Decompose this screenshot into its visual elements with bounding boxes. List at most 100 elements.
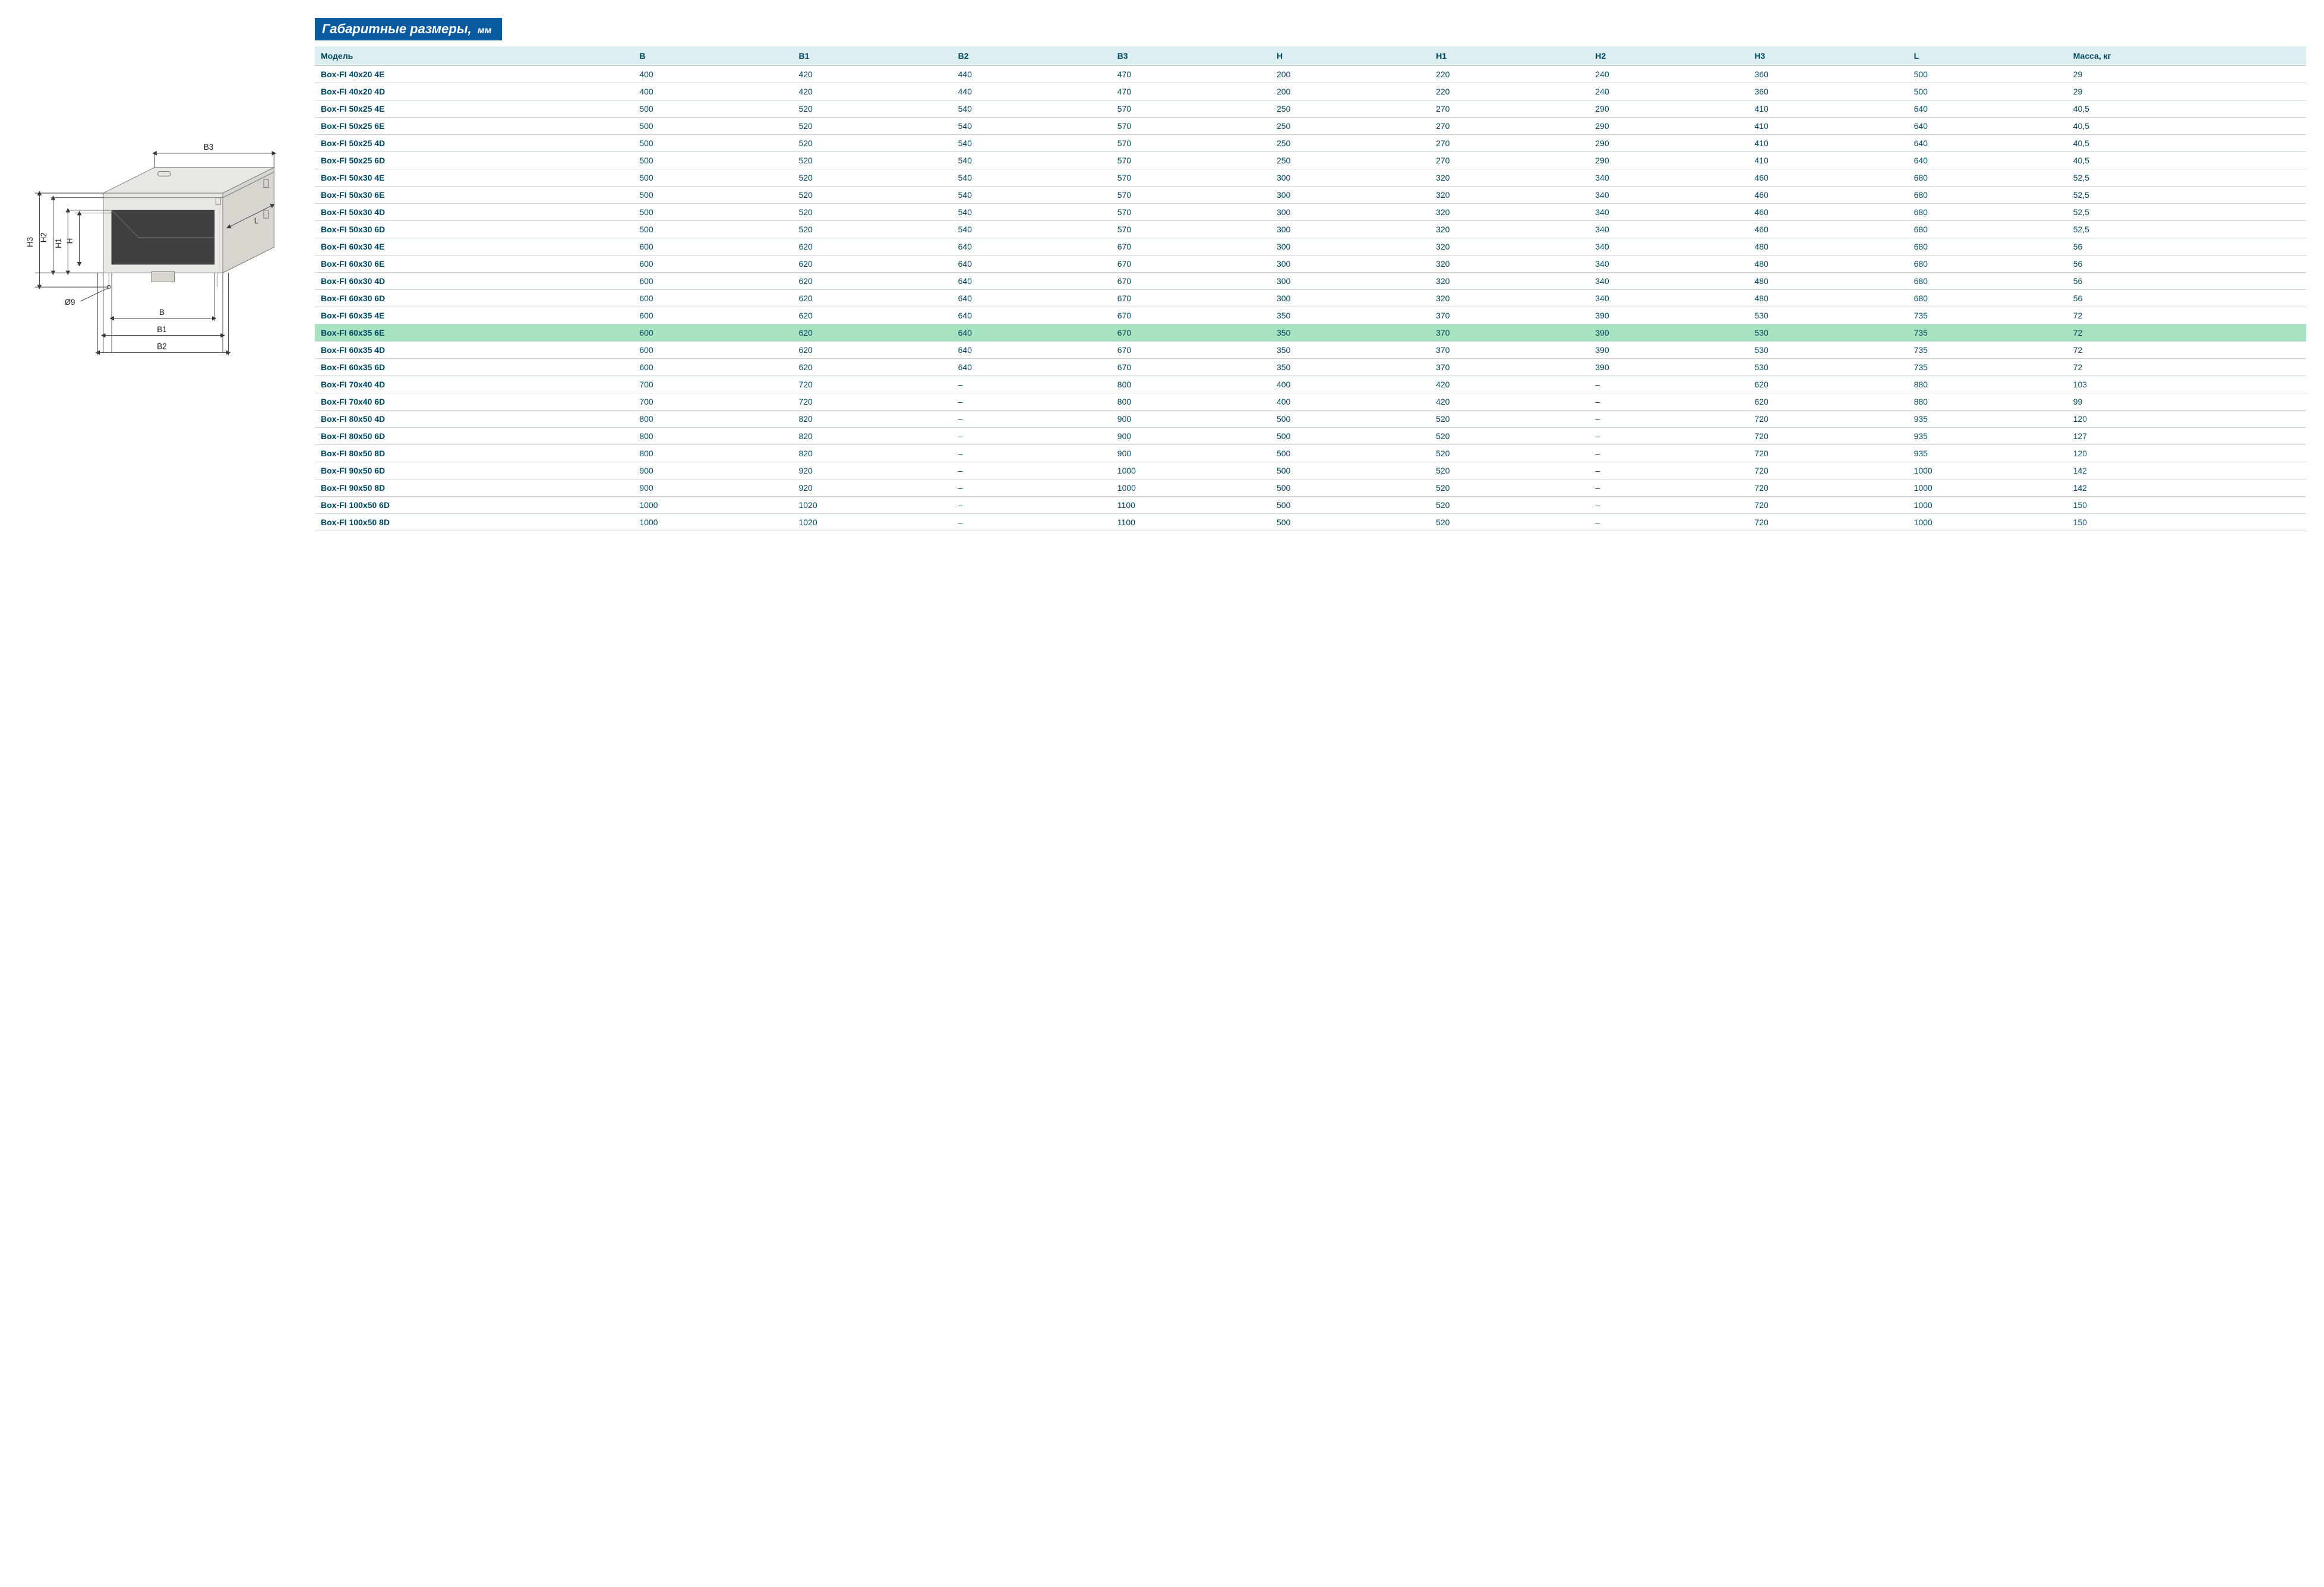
- table-row: Box-FI 90x50 8D900920–1000500520–7201000…: [315, 479, 2306, 497]
- value-cell: 500: [1271, 462, 1430, 479]
- value-cell: 920: [792, 479, 952, 497]
- value-cell: 120: [2067, 411, 2306, 428]
- value-cell: 240: [1589, 66, 1748, 83]
- table-row: Box-FI 70x40 6D700720–800400420–62088099: [315, 393, 2306, 411]
- value-cell: 520: [1430, 428, 1589, 445]
- value-cell: 500: [1271, 428, 1430, 445]
- value-cell: 620: [1748, 393, 1908, 411]
- value-cell: 935: [1908, 428, 2067, 445]
- value-cell: 900: [633, 479, 792, 497]
- value-cell: 40,5: [2067, 118, 2306, 135]
- box-isometric-svg: B3 L H3 H2 H1 H: [18, 125, 291, 398]
- value-cell: 360: [1748, 83, 1908, 100]
- value-cell: 52,5: [2067, 187, 2306, 204]
- value-cell: 350: [1271, 342, 1430, 359]
- value-cell: 520: [1430, 445, 1589, 462]
- table-row: Box-FI 60x35 4E6006206406703503703905307…: [315, 307, 2306, 324]
- value-cell: –: [1589, 514, 1748, 531]
- table-row: Box-FI 60x30 4D6006206406703003203404806…: [315, 273, 2306, 290]
- model-cell: Box-FI 100x50 6D: [315, 497, 633, 514]
- value-cell: 900: [1112, 428, 1271, 445]
- value-cell: 340: [1589, 273, 1748, 290]
- dim-label-B3: B3: [204, 143, 213, 152]
- value-cell: 270: [1430, 135, 1589, 152]
- value-cell: 370: [1430, 307, 1589, 324]
- value-cell: 520: [1430, 479, 1589, 497]
- value-cell: 540: [952, 221, 1112, 238]
- table-row: Box-FI 60x35 6D6006206406703503703905307…: [315, 359, 2306, 376]
- value-cell: 400: [633, 83, 792, 100]
- model-cell: Box-FI 80x50 8D: [315, 445, 633, 462]
- value-cell: 52,5: [2067, 204, 2306, 221]
- value-cell: 390: [1589, 307, 1748, 324]
- value-cell: 320: [1430, 169, 1589, 187]
- value-cell: 300: [1271, 221, 1430, 238]
- model-cell: Box-FI 60x35 6D: [315, 359, 633, 376]
- model-cell: Box-FI 90x50 6D: [315, 462, 633, 479]
- table-row: Box-FI 50x30 6D5005205405703003203404606…: [315, 221, 2306, 238]
- dimensions-section: Габаритные размеры, мм МодельBB1B2B3HH1H…: [315, 18, 2306, 531]
- value-cell: 640: [952, 342, 1112, 359]
- value-cell: 1000: [1908, 514, 2067, 531]
- value-cell: 620: [792, 307, 952, 324]
- value-cell: –: [1589, 462, 1748, 479]
- model-cell: Box-FI 60x30 6E: [315, 255, 633, 273]
- model-cell: Box-FI 50x25 4E: [315, 100, 633, 118]
- value-cell: 700: [633, 393, 792, 411]
- value-cell: 680: [1908, 169, 2067, 187]
- table-row: Box-FI 50x30 4E5005205405703003203404606…: [315, 169, 2306, 187]
- value-cell: 570: [1112, 204, 1271, 221]
- table-row: Box-FI 100x50 6D10001020–1100500520–7201…: [315, 497, 2306, 514]
- value-cell: 1100: [1112, 497, 1271, 514]
- value-cell: 480: [1748, 290, 1908, 307]
- value-cell: 200: [1271, 66, 1430, 83]
- value-cell: 127: [2067, 428, 2306, 445]
- model-cell: Box-FI 50x25 4D: [315, 135, 633, 152]
- value-cell: 300: [1271, 290, 1430, 307]
- table-header-row: МодельBB1B2B3HH1H2H3LМасса, кг: [315, 46, 2306, 66]
- value-cell: –: [952, 393, 1112, 411]
- value-cell: –: [952, 411, 1112, 428]
- value-cell: 420: [792, 83, 952, 100]
- table-body: Box-FI 40x20 4E4004204404702002202403605…: [315, 66, 2306, 531]
- col-header: Масса, кг: [2067, 46, 2306, 66]
- value-cell: 500: [1908, 66, 2067, 83]
- model-cell: Box-FI 60x35 4E: [315, 307, 633, 324]
- value-cell: 1020: [792, 514, 952, 531]
- value-cell: 900: [1112, 445, 1271, 462]
- value-cell: 72: [2067, 324, 2306, 342]
- value-cell: 410: [1748, 100, 1908, 118]
- value-cell: 680: [1908, 255, 2067, 273]
- value-cell: –: [1589, 428, 1748, 445]
- value-cell: 340: [1589, 290, 1748, 307]
- value-cell: 1000: [633, 497, 792, 514]
- value-cell: 500: [633, 135, 792, 152]
- dim-label-H3: H3: [26, 237, 34, 247]
- value-cell: 460: [1748, 221, 1908, 238]
- dimensions-table: МодельBB1B2B3HH1H2H3LМасса, кг Box-FI 40…: [315, 46, 2306, 531]
- value-cell: 410: [1748, 118, 1908, 135]
- value-cell: –: [1589, 445, 1748, 462]
- value-cell: 640: [952, 255, 1112, 273]
- table-row: Box-FI 80x50 4D800820–900500520–72093512…: [315, 411, 2306, 428]
- value-cell: 460: [1748, 169, 1908, 187]
- value-cell: 72: [2067, 307, 2306, 324]
- value-cell: 720: [1748, 445, 1908, 462]
- value-cell: 735: [1908, 307, 2067, 324]
- value-cell: 570: [1112, 169, 1271, 187]
- value-cell: 500: [633, 221, 792, 238]
- value-cell: 500: [1271, 514, 1430, 531]
- value-cell: 500: [633, 187, 792, 204]
- value-cell: 300: [1271, 187, 1430, 204]
- value-cell: 640: [952, 290, 1112, 307]
- value-cell: 320: [1430, 187, 1589, 204]
- value-cell: 250: [1271, 118, 1430, 135]
- value-cell: 530: [1748, 307, 1908, 324]
- table-row: Box-FI 50x30 4D5005205405703003203404606…: [315, 204, 2306, 221]
- model-cell: Box-FI 50x30 4E: [315, 169, 633, 187]
- value-cell: 720: [1748, 514, 1908, 531]
- value-cell: 700: [633, 376, 792, 393]
- col-header: L: [1908, 46, 2067, 66]
- table-row: Box-FI 70x40 4D700720–800400420–62088010…: [315, 376, 2306, 393]
- value-cell: 340: [1589, 255, 1748, 273]
